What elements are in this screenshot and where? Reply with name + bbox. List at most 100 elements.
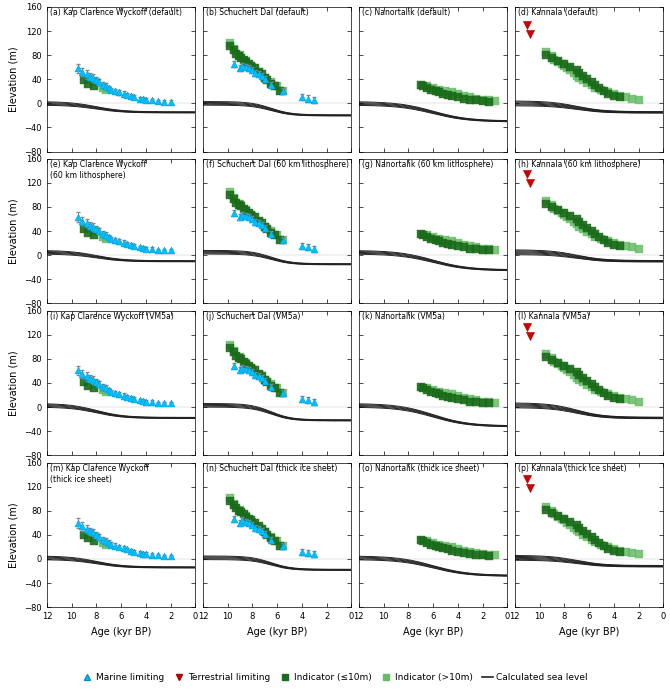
Point (569, 522, 580, 533)
Point (459, 242, 470, 253)
Point (465, 92, 476, 103)
Point (253, 368, 264, 380)
Point (253, 522, 264, 533)
Point (590, 80, 600, 91)
Point (76, 66, 87, 77)
Point (228, 59, 239, 70)
Text: (e) Kap Clarence Wyckoff
(60 km lithosphere): (e) Kap Clarence Wyckoff (60 km lithosph… (50, 160, 146, 179)
Point (234, 352, 245, 363)
Point (434, 87, 445, 98)
Point (578, 75, 588, 86)
Point (126, 90, 137, 101)
Point (621, 394, 632, 405)
Point (159, 398, 170, 409)
Point (490, 95, 500, 106)
Point (233, 51, 244, 62)
Point (126, 239, 137, 250)
Point (421, 385, 432, 396)
Point (257, 219, 267, 230)
Point (586, 77, 597, 88)
Point (257, 218, 267, 229)
Point (578, 529, 588, 540)
Point (241, 516, 251, 527)
Point (434, 386, 445, 397)
Point (427, 83, 438, 94)
Point (243, 361, 254, 372)
Point (239, 204, 249, 215)
Point (559, 362, 570, 373)
Point (113, 236, 124, 247)
Point (471, 244, 482, 255)
Point (234, 365, 245, 376)
Point (465, 546, 476, 558)
Point (81, 523, 92, 534)
Point (452, 543, 463, 554)
Point (253, 69, 264, 80)
Point (547, 199, 557, 210)
Point (438, 237, 448, 248)
Point (228, 513, 239, 524)
Point (559, 208, 570, 219)
Point (602, 391, 613, 402)
Point (106, 85, 117, 96)
Point (76, 368, 87, 380)
Point (241, 206, 251, 217)
Point (561, 365, 572, 376)
Point (234, 504, 245, 515)
Point (547, 353, 557, 364)
Point (565, 210, 576, 221)
Point (459, 93, 470, 104)
Point (594, 538, 604, 549)
Point (608, 543, 619, 554)
Point (241, 210, 251, 221)
Point (627, 547, 638, 558)
Point (452, 89, 463, 100)
Point (484, 397, 494, 408)
Point (128, 394, 139, 405)
Point (581, 77, 592, 88)
Point (540, 501, 551, 512)
Point (572, 366, 582, 377)
Point (97, 534, 108, 545)
Point (265, 382, 276, 393)
Point (113, 87, 124, 98)
Point (633, 95, 644, 106)
Point (97, 382, 108, 393)
Point (297, 394, 308, 405)
Point (122, 391, 133, 402)
Point (101, 535, 112, 546)
Point (246, 515, 257, 526)
Point (598, 388, 609, 399)
Point (484, 245, 494, 256)
Point (259, 74, 270, 85)
Point (608, 89, 619, 100)
Point (540, 47, 551, 58)
Point (94, 77, 105, 88)
Point (141, 396, 151, 407)
Point (272, 81, 283, 92)
Point (243, 518, 254, 529)
Point (94, 379, 105, 390)
Text: (g) Nanortalik (60 km lithosphere): (g) Nanortalik (60 km lithosphere) (362, 160, 493, 169)
Point (443, 391, 454, 402)
Point (128, 92, 139, 103)
Point (94, 531, 105, 542)
Point (427, 232, 438, 243)
Point (614, 239, 625, 250)
Point (446, 389, 457, 400)
Point (269, 81, 280, 92)
Point (253, 68, 264, 79)
Point (602, 87, 613, 98)
Point (82, 79, 93, 90)
Point (97, 80, 108, 91)
Point (265, 534, 276, 545)
Point (303, 93, 314, 104)
Point (253, 215, 264, 226)
Point (484, 549, 494, 560)
Point (257, 69, 267, 80)
Point (237, 209, 248, 220)
Point (430, 540, 441, 551)
Point (565, 213, 576, 224)
Point (586, 534, 597, 545)
Point (231, 197, 242, 208)
